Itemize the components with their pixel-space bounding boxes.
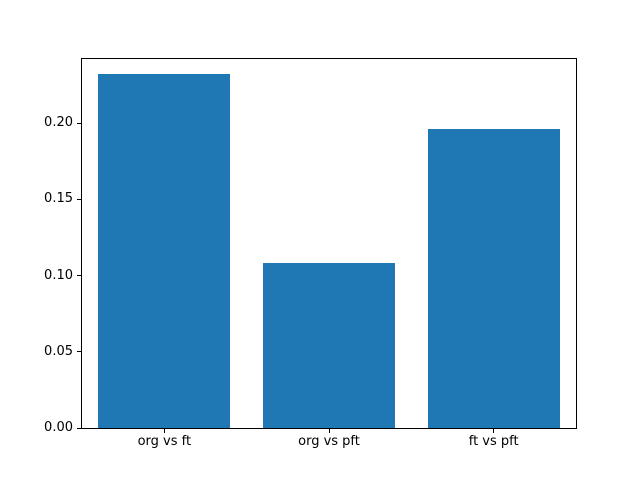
y-tick-mark — [77, 275, 81, 277]
y-tick-label: 0.05 — [44, 343, 73, 359]
x-tick-mark — [328, 429, 330, 433]
x-tick-mark — [163, 429, 165, 433]
x-tick-label: org vs pft — [298, 434, 360, 449]
y-tick-mark — [77, 198, 81, 200]
bar-org-vs-ft — [98, 74, 231, 428]
y-tick-mark — [77, 351, 81, 353]
bar-ft-vs-pft — [427, 129, 560, 428]
y-tick-label: 0.20 — [44, 115, 73, 131]
plot-area: 0.00 0.05 0.10 0.15 0.20 org vs ft org vs pft f… — [44, 58, 577, 449]
x-tick-label: ft vs pft — [468, 434, 519, 449]
y-tick-mark — [77, 122, 81, 124]
y-tick-label: 0.00 — [44, 420, 73, 435]
y-tick-mark — [77, 427, 81, 429]
y-tick-label: 0.15 — [44, 191, 73, 207]
x-tick-label: org vs ft — [137, 434, 192, 449]
bar-org-vs-pft — [263, 263, 395, 428]
y-tick-label: 0.10 — [44, 267, 73, 283]
x-tick-mark — [493, 429, 495, 433]
